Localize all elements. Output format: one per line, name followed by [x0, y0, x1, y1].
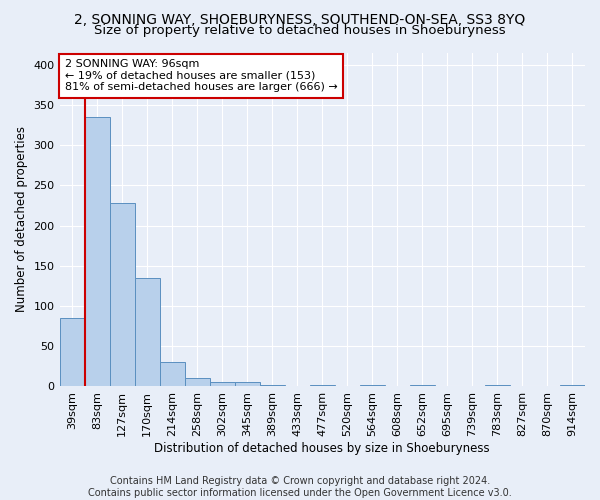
Bar	[59, 318, 85, 386]
Bar	[134, 278, 160, 386]
Text: Contains HM Land Registry data © Crown copyright and database right 2024.
Contai: Contains HM Land Registry data © Crown c…	[88, 476, 512, 498]
Bar	[110, 203, 134, 386]
Text: 2 SONNING WAY: 96sqm
← 19% of detached houses are smaller (153)
81% of semi-deta: 2 SONNING WAY: 96sqm ← 19% of detached h…	[65, 59, 338, 92]
Bar	[360, 385, 385, 386]
Bar	[410, 385, 435, 386]
Bar	[209, 382, 235, 386]
Bar	[560, 385, 585, 386]
Bar	[160, 362, 185, 386]
Bar	[310, 385, 335, 386]
Bar	[85, 117, 110, 386]
Text: 2, SONNING WAY, SHOEBURYNESS, SOUTHEND-ON-SEA, SS3 8YQ: 2, SONNING WAY, SHOEBURYNESS, SOUTHEND-O…	[74, 12, 526, 26]
Bar	[485, 385, 510, 386]
Bar	[260, 385, 285, 386]
Bar	[235, 382, 260, 386]
X-axis label: Distribution of detached houses by size in Shoeburyness: Distribution of detached houses by size …	[154, 442, 490, 455]
Text: Size of property relative to detached houses in Shoeburyness: Size of property relative to detached ho…	[94, 24, 506, 37]
Bar	[185, 378, 209, 386]
Y-axis label: Number of detached properties: Number of detached properties	[15, 126, 28, 312]
